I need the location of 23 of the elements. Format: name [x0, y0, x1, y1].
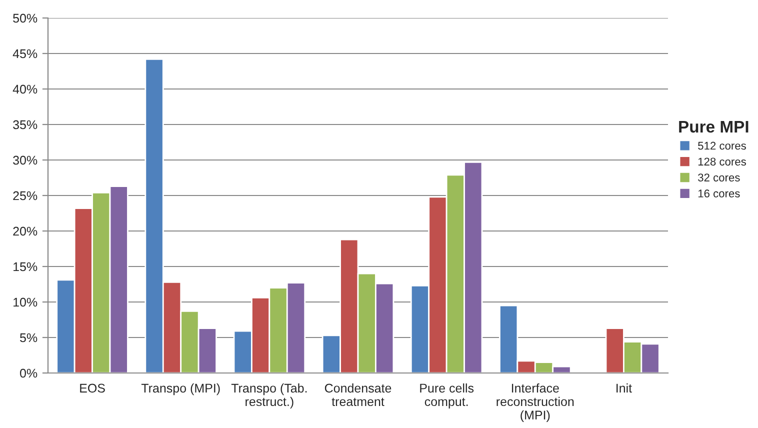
y-tick-label: 0% — [20, 368, 38, 378]
legend-label: 512 cores — [698, 142, 746, 150]
y-tick-label: 25% — [13, 191, 38, 200]
x-tick-label: Interface reconstruction (MPI) — [496, 383, 574, 422]
legend-label: 16 cores — [698, 190, 740, 198]
x-tick-label: Transpo (MPI) — [141, 383, 220, 396]
y-tick-label: 10% — [14, 298, 38, 307]
legend-label: 128 cores — [698, 158, 746, 166]
y-tick-label: 35% — [13, 120, 38, 130]
x-tick-label: Pure cells comput. — [420, 383, 474, 409]
y-tick-label: 45% — [12, 49, 38, 58]
x-tick-label: EOS — [80, 384, 105, 393]
legend-title: Pure MPI — [679, 121, 748, 133]
x-tick-label: Transpo (Tab. restruct.) — [231, 383, 307, 409]
x-tick-label: Condensate treatment — [324, 383, 392, 406]
y-tick-label: 40% — [12, 84, 38, 94]
y-tick-label: 15% — [14, 262, 38, 272]
x-tick-label: Init — [616, 383, 632, 393]
y-tick-label: 30% — [13, 156, 38, 165]
legend-label: 32 cores — [698, 174, 740, 182]
y-tick-label: 20% — [13, 226, 38, 236]
y-tick-label: 50% — [13, 14, 38, 23]
y-tick-label: 5% — [20, 333, 38, 342]
